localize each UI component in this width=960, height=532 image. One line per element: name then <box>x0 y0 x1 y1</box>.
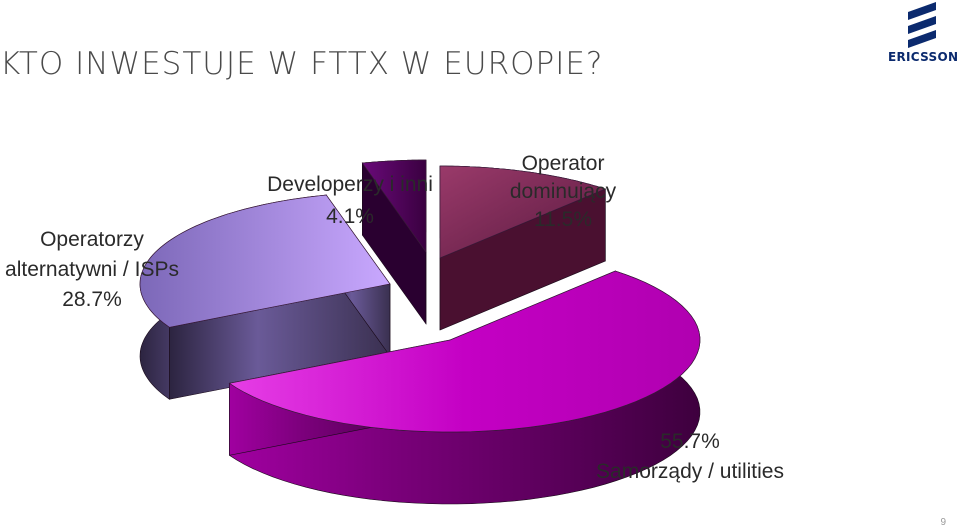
slice-value-label: 4.1% <box>326 205 374 228</box>
pie-slice-2 <box>139 194 391 400</box>
ericsson-logo-icon <box>908 2 936 48</box>
slice-name-label: Developerzy i inni <box>267 173 433 196</box>
pie-slice-1 <box>228 270 701 505</box>
slice-value-label: 55.7% <box>660 430 720 453</box>
slice-label-0: Operator dominujący 11.5% <box>510 152 617 231</box>
slice-name-label: Operatorzy <box>40 228 144 251</box>
logo-wordmark: ERICSSON <box>888 50 959 64</box>
page-number: 9 <box>940 517 946 528</box>
slice-name-label: dominujący <box>510 180 617 203</box>
slice-label-1: 55.7% Samorządy / utilities <box>596 430 784 483</box>
pie-slice-3 <box>361 159 427 325</box>
pie-slice-top-2 <box>139 194 391 328</box>
slice-value-label: 28.7% <box>62 288 122 311</box>
slide-title: KTO INWESTUJE W FTTX W EUROPIE? <box>0 46 604 82</box>
slice-label-3: Developerzy i inni 4.1% <box>267 173 433 228</box>
slice-name-label: Samorządy / utilities <box>596 460 784 483</box>
slice-name-label: alternatywni / ISPs <box>5 258 179 281</box>
pie-slice-top-1 <box>228 270 701 433</box>
slice-value-label: 11.5% <box>534 208 592 231</box>
slice-label-2: Operatorzy alternatywni / ISPs 28.7% <box>5 228 179 311</box>
pie-slice-0 <box>439 165 607 331</box>
slice-name-label: Operator <box>522 152 605 175</box>
ericsson-logo: ERICSSON <box>888 2 958 64</box>
pie-slice-top-0 <box>439 165 607 259</box>
pie-slice-top-3 <box>361 159 427 254</box>
